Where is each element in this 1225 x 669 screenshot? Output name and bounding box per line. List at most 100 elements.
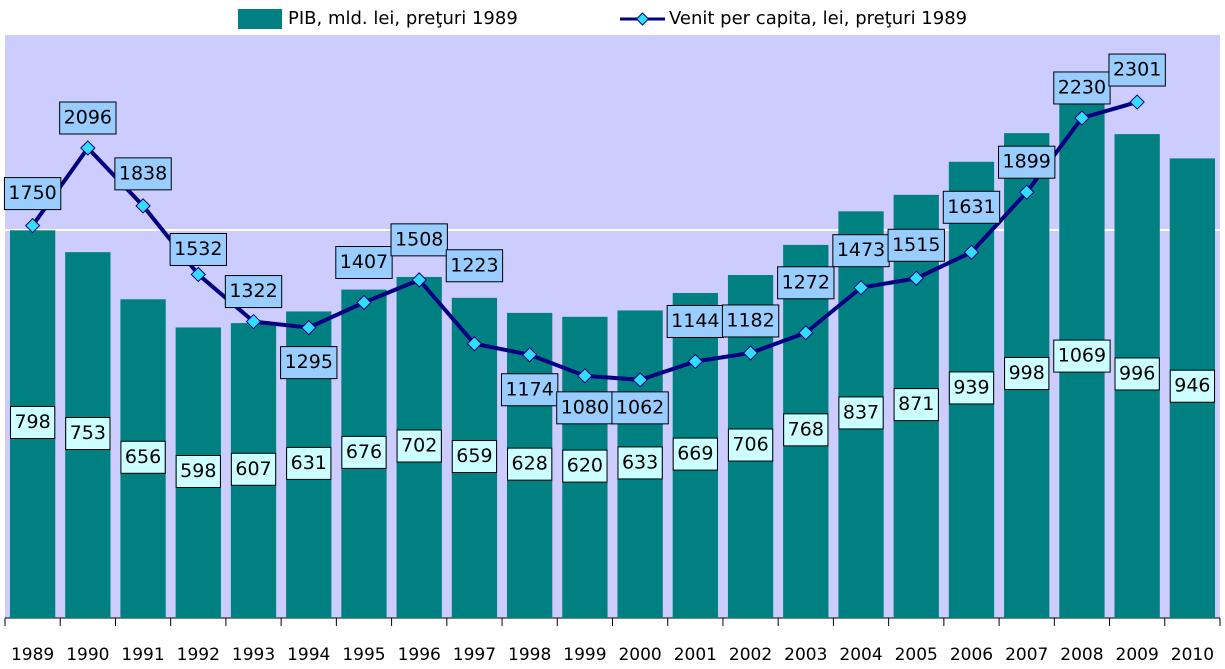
marker (80, 140, 96, 156)
x-tick-label: 2007 (1005, 645, 1048, 665)
data-label: 1272 (782, 271, 830, 293)
x-tick-label: 1993 (232, 645, 275, 665)
legend-swatch-bar (238, 9, 282, 29)
marker (963, 244, 980, 260)
data-label-box (666, 304, 725, 338)
data-label: 2301 (1113, 59, 1161, 81)
x-tick-label: 1998 (508, 645, 551, 665)
data-label: 1174 (505, 378, 553, 400)
marker (1018, 184, 1035, 200)
data-label: 1069 (1058, 345, 1106, 367)
marker (24, 217, 41, 234)
data-label: 676 (346, 441, 382, 463)
marker (466, 336, 483, 352)
x-tick-label: 1991 (121, 645, 164, 665)
data-label: 837 (843, 401, 879, 423)
x-tick-label: 1990 (66, 645, 109, 665)
data-label: 996 (1119, 362, 1155, 384)
data-label-box (562, 449, 608, 483)
data-label-box (9, 405, 56, 439)
data-label-box (341, 435, 387, 469)
data-label-box (59, 101, 117, 135)
data-label: 702 (401, 435, 437, 457)
data-label-box (1169, 369, 1216, 403)
data-label-box (169, 232, 227, 266)
x-tick-label: 2004 (839, 645, 882, 665)
data-label-box (721, 304, 780, 338)
marker (521, 347, 538, 363)
x-tick-label: 2010 (1171, 645, 1214, 665)
data-label: 939 (953, 376, 989, 398)
data-label: 1062 (616, 396, 664, 418)
marker (908, 270, 924, 286)
legend-label: PIB, mld. lei, preţuri 1989 (288, 8, 518, 29)
data-label-box (335, 246, 393, 280)
marker (1129, 94, 1145, 110)
data-label-box (114, 157, 172, 191)
data-label: 2230 (1058, 76, 1106, 98)
x-tick-label: 2005 (895, 645, 938, 665)
data-label-box (175, 454, 221, 488)
x-tick-label: 2008 (1060, 645, 1103, 665)
data-label: 768 (788, 418, 824, 440)
data-label: 1750 (8, 182, 56, 204)
marker (632, 372, 648, 388)
data-label: 1407 (340, 251, 388, 273)
data-label: 1838 (119, 162, 167, 184)
marker (301, 319, 317, 336)
data-label-box (280, 346, 338, 380)
data-label-box (838, 396, 884, 430)
marker (853, 280, 869, 296)
data-label-box (65, 417, 111, 451)
data-label-box (396, 429, 442, 463)
data-label-box (887, 228, 945, 262)
data-label: 798 (14, 411, 50, 433)
data-label-box (230, 452, 277, 486)
data-label: 669 (677, 443, 713, 465)
data-label: 1473 (837, 239, 885, 261)
marker (135, 198, 151, 214)
data-label-box (286, 446, 332, 480)
marker (411, 272, 427, 288)
data-label-box (672, 437, 718, 471)
data-label: 946 (1174, 375, 1210, 397)
data-label-box (1108, 53, 1166, 87)
x-tick-label: 1995 (342, 645, 385, 665)
data-label: 753 (70, 422, 106, 444)
data-label-box (500, 373, 559, 407)
marker (742, 345, 759, 361)
data-label: 659 (456, 445, 492, 467)
data-label-box (611, 391, 669, 425)
data-label: 633 (622, 451, 658, 473)
x-tick-label: 2001 (674, 645, 717, 665)
data-label: 631 (291, 452, 327, 474)
data-label: 1508 (395, 228, 443, 250)
marker (190, 266, 207, 283)
data-label-box (451, 440, 498, 474)
data-label: 1144 (671, 310, 719, 332)
data-label-box (783, 413, 829, 447)
marker (245, 313, 262, 330)
data-label: 1515 (892, 234, 940, 256)
data-label: 620 (567, 455, 603, 477)
x-tick-label: 2002 (729, 645, 772, 665)
data-label-box (727, 428, 774, 462)
data-label: 1223 (450, 254, 498, 276)
data-label: 1631 (947, 196, 995, 218)
data-label: 871 (898, 393, 934, 415)
x-tick-label: 2003 (784, 645, 827, 665)
data-label-box (832, 234, 890, 268)
data-label-box (507, 447, 553, 481)
x-tick-label: 1999 (563, 645, 606, 665)
data-label-box (998, 145, 1056, 179)
data-label-box (224, 275, 283, 309)
data-label-box (3, 177, 62, 211)
data-label: 1295 (285, 351, 333, 373)
legend-label: Venit per capita, lei, preţuri 1989 (669, 8, 967, 29)
x-tick-label: 1989 (11, 645, 54, 665)
data-label: 2096 (64, 107, 112, 129)
x-tick-label: 1992 (177, 645, 220, 665)
data-label: 607 (235, 458, 271, 480)
marker (687, 353, 704, 370)
